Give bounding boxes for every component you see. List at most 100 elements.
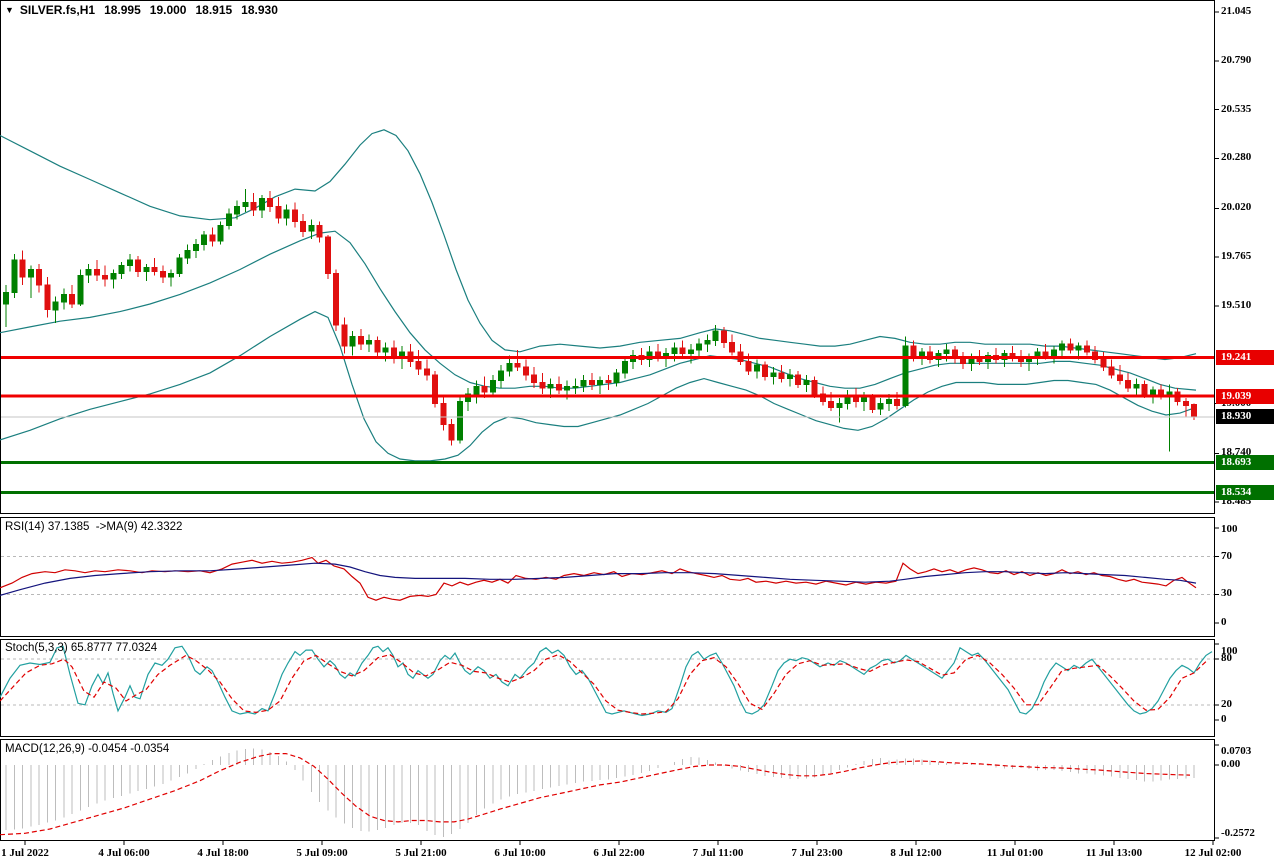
- candle-body: [481, 385, 488, 393]
- candle-body: [555, 383, 562, 391]
- candle-body: [679, 347, 686, 355]
- stoch-panel-frame: [0, 639, 1215, 737]
- candle-body: [613, 372, 620, 383]
- symbol-title: SILVER.fs,H1: [19, 3, 96, 17]
- candle-body: [943, 349, 950, 355]
- price-tick-label: 19.765: [1221, 250, 1252, 263]
- candle-body: [217, 225, 224, 242]
- candle-body: [671, 347, 678, 355]
- candle-body: [564, 385, 570, 391]
- time-axis-label: 4 Jul 06:00: [98, 847, 150, 859]
- stoch-tick-label: 100: [1221, 645, 1238, 657]
- stoch-tick-label: 0: [1221, 713, 1227, 726]
- candle-body: [118, 265, 125, 274]
- candle-body: [489, 380, 496, 393]
- candle-body: [1067, 343, 1074, 351]
- candle-body: [3, 292, 9, 305]
- candle-body: [753, 364, 760, 372]
- candle-body: [869, 397, 876, 410]
- bollinger-upper-band: [0, 129, 1197, 361]
- candle-body: [85, 269, 92, 276]
- candle-body: [110, 272, 117, 280]
- candle-body: [473, 385, 480, 395]
- candle-body: [687, 349, 694, 355]
- price-tick-label: 20.280: [1221, 151, 1252, 164]
- price-tick-label: 20.020: [1221, 201, 1252, 214]
- candle-body: [209, 234, 216, 242]
- candle-body: [1191, 404, 1197, 418]
- macd-panel-frame: [0, 739, 1215, 841]
- candle-body: [151, 267, 158, 272]
- candle-body: [927, 351, 933, 360]
- candle-body: [448, 424, 455, 441]
- quote-low: 18.915: [195, 3, 233, 17]
- time-axis-label: 11 Jul 13:00: [1085, 847, 1143, 859]
- candle-body: [877, 403, 884, 410]
- candle-body: [192, 244, 199, 251]
- rsi-tick-label: 100: [1221, 523, 1238, 535]
- candle-body: [1182, 401, 1189, 406]
- candle-body: [514, 362, 521, 368]
- price-tick-label: 20.790: [1221, 53, 1252, 66]
- bollinger-middle-band: [0, 230, 1197, 391]
- candle-body: [316, 225, 323, 238]
- candle-body: [60, 293, 67, 303]
- candle-body: [828, 401, 834, 408]
- quote-high: 19.000: [149, 3, 187, 17]
- time-axis-label: 5 Jul 21:00: [395, 847, 447, 859]
- candle-body: [267, 198, 273, 207]
- chevron-down-icon[interactable]: ▼: [5, 5, 14, 15]
- candle-body: [729, 341, 735, 353]
- time-axis-label: 11 Jul 01:00: [986, 847, 1044, 859]
- candle-body: [522, 366, 529, 376]
- candle-body: [696, 343, 702, 351]
- candle-body: [308, 225, 315, 232]
- candle-body: [597, 380, 603, 385]
- candle-body: [176, 257, 183, 274]
- candle-body: [762, 364, 768, 378]
- rsi-ma-9-of-rsi-line: [0, 562, 1197, 596]
- candle-body: [366, 339, 372, 345]
- macd-indicator-header: MACD(12,26,9) -0.0454 -0.0354: [5, 743, 170, 755]
- candle-body: [135, 259, 141, 272]
- time-axis-label: 1 Jul 2022: [1, 847, 49, 859]
- candle-body: [456, 401, 463, 441]
- candle-body: [44, 284, 51, 311]
- quote-close: 18.930: [241, 3, 278, 17]
- candle-body: [283, 209, 290, 219]
- price-tick-label: 19.510: [1221, 298, 1252, 311]
- candle-body: [19, 259, 26, 278]
- candle-body: [432, 374, 438, 404]
- candle-body: [168, 272, 174, 278]
- candle-body: [745, 360, 752, 372]
- price-level-badge: 19.039: [1216, 388, 1274, 404]
- time-axis-label: 8 Jul 12:00: [890, 847, 942, 859]
- candle-body: [341, 324, 348, 347]
- stoch--d-line: [0, 654, 1207, 715]
- macd-tick-label: 0.0703: [1221, 745, 1252, 757]
- time-axis-label: 7 Jul 11:00: [692, 847, 744, 859]
- quote-open: 18.995: [104, 3, 141, 17]
- candle-body: [836, 403, 843, 408]
- candle-body: [1042, 351, 1049, 357]
- rsi-tick-label: 70: [1221, 549, 1232, 562]
- candle-body: [704, 339, 711, 345]
- candle-body: [1092, 351, 1098, 360]
- candle-body: [588, 380, 595, 385]
- candle-body: [423, 368, 430, 376]
- price-tick-label: 21.045: [1221, 5, 1252, 18]
- candle-body: [357, 336, 364, 345]
- candle-body: [291, 209, 298, 223]
- macd-signal-line: [0, 753, 1191, 836]
- candle-body: [811, 380, 818, 395]
- candle-body: [415, 360, 422, 370]
- price-level-badge: 18.693: [1216, 454, 1274, 470]
- candle-body: [1108, 366, 1115, 376]
- candle-body: [225, 213, 232, 226]
- candle-body: [382, 347, 389, 353]
- price-tick-label: 20.535: [1221, 102, 1252, 115]
- candle-body: [539, 382, 546, 389]
- main-panel-frame: [0, 0, 1215, 514]
